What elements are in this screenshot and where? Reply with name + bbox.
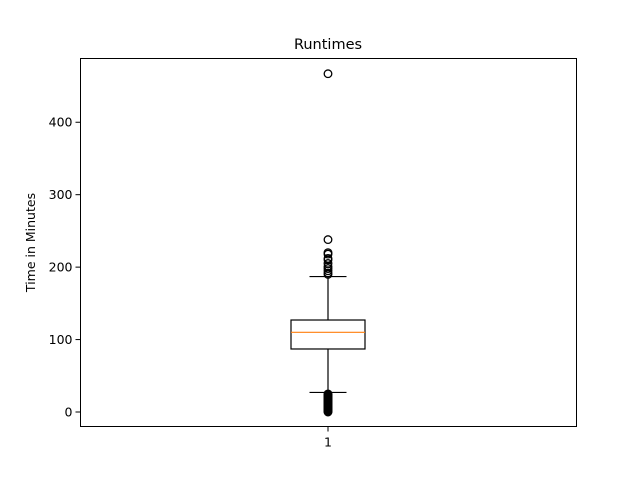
outlier-point <box>323 69 333 79</box>
y-tick-label: 100 <box>49 332 73 347</box>
plot-layer: 0 100 200 300 400 1 <box>49 69 366 450</box>
outlier-point <box>323 248 333 258</box>
y-tick-label: 200 <box>49 260 73 275</box>
y-tick-label: 400 <box>49 115 73 130</box>
outlier-point <box>323 259 333 268</box>
y-axis-label: Time in Minutes <box>23 193 38 293</box>
y-tick-label: 0 <box>65 405 73 420</box>
chart-title: Runtimes <box>294 37 362 53</box>
x-tick-label: 1 <box>324 435 332 450</box>
outlier-point <box>323 389 333 399</box>
box-iqr <box>290 319 366 350</box>
outlier-point <box>323 235 333 245</box>
outlier-point <box>323 253 333 263</box>
y-tick-label: 300 <box>49 187 73 202</box>
plot-frame <box>80 58 577 427</box>
